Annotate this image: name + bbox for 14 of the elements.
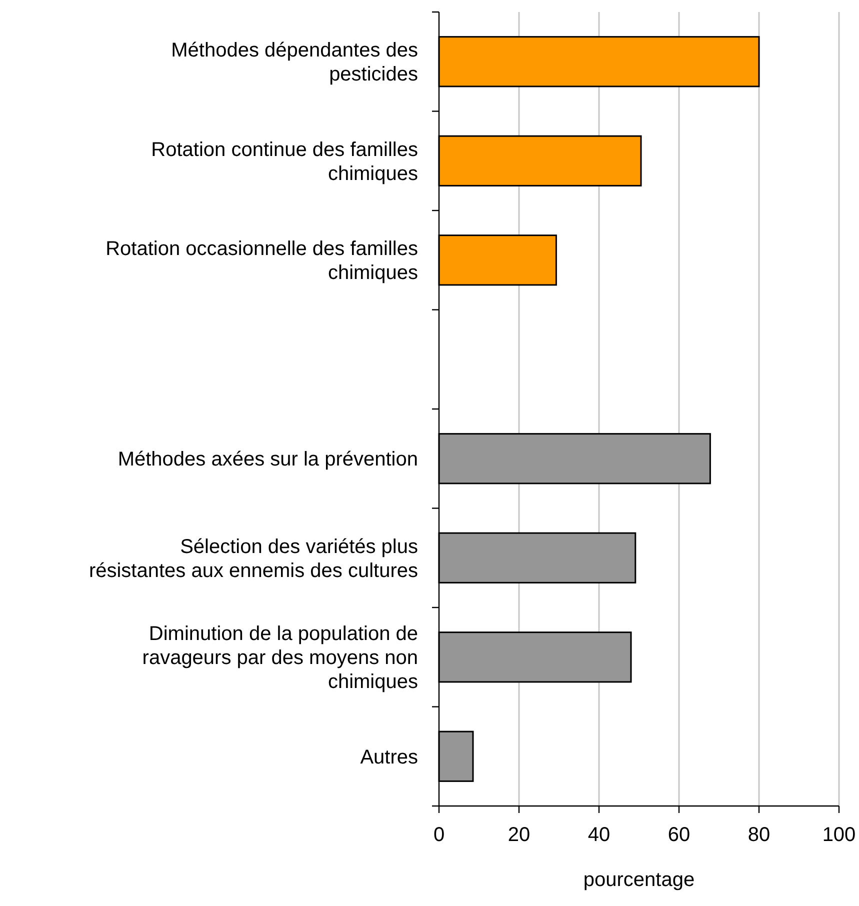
x-tick-label: 20 — [508, 824, 530, 846]
x-tick-label: 80 — [748, 824, 770, 846]
y-tick-label: Méthodes dépendantes des pesticides — [171, 40, 418, 86]
x-tick-label: 40 — [588, 824, 610, 846]
y-tick-label: Rotation continue des familles chimiques — [151, 138, 418, 185]
y-tick-label: Diminution de la population de ravageurs par des moyens non chimiques — [142, 623, 418, 694]
x-tick-label: 60 — [668, 824, 690, 846]
x-axis-title: pourcentage — [583, 869, 695, 891]
y-tick-label: Autres — [360, 746, 418, 768]
y-tick-label: Sélection des variétés plus résistantes aux ennemis des cultures — [88, 536, 418, 582]
y-tick-label: Rotation occasionnelle des familles chimiques — [106, 238, 418, 284]
y-tick-label: Méthodes axées sur la prévention — [118, 448, 418, 471]
x-tick-label: 100 — [822, 824, 856, 846]
x-tick-label: 0 — [433, 824, 445, 846]
